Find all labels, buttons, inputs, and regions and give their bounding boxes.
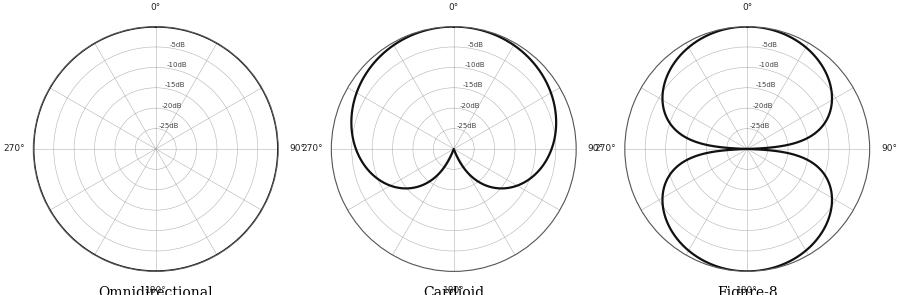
- Text: Cardioid: Cardioid: [423, 286, 483, 295]
- Text: Omnidirectional: Omnidirectional: [98, 286, 213, 295]
- Text: Figure-8: Figure-8: [716, 286, 777, 295]
